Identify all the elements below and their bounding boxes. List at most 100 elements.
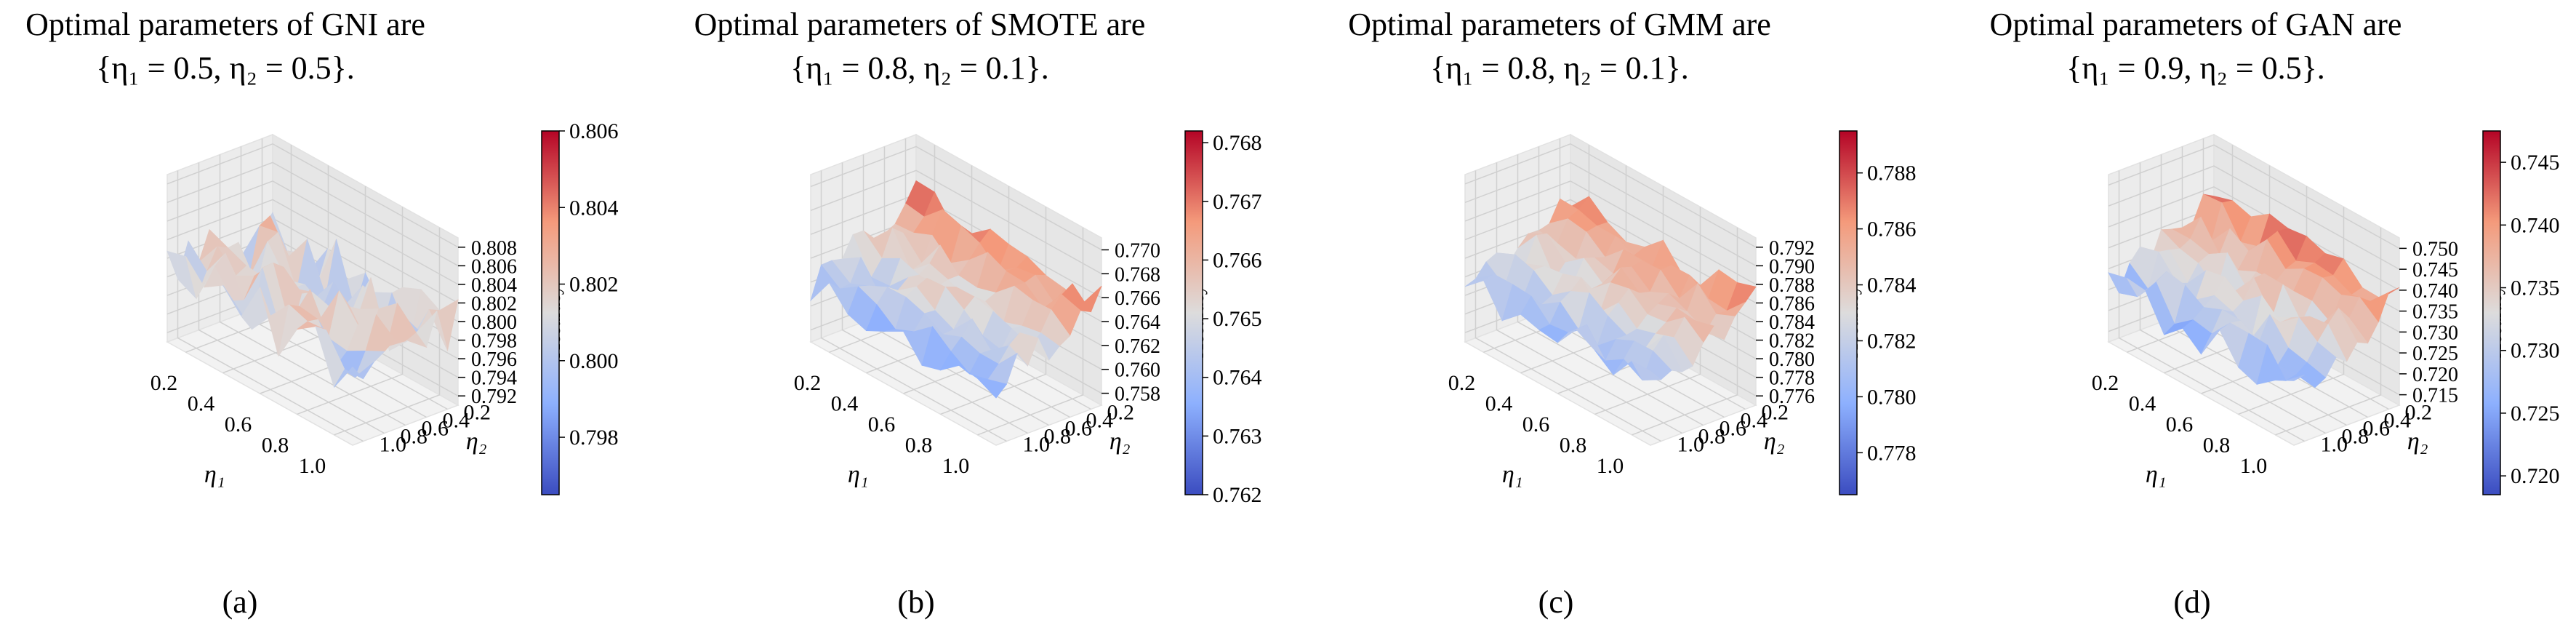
colorbar-tick-label: 0.778 bbox=[1867, 441, 1917, 465]
colorbar-tick-label: 0.735 bbox=[2511, 276, 2560, 300]
colorbar-tick-label: 0.784 bbox=[1867, 274, 1917, 298]
x-tick-label: 0.2 bbox=[151, 371, 178, 395]
chart-title-line2: {η₁ = 0.8, η₂ = 0.1}. bbox=[790, 50, 1049, 86]
colorbar-tick-label: 0.804 bbox=[569, 196, 619, 220]
colorbar-tick-label: 0.802 bbox=[569, 273, 619, 297]
surface-patch bbox=[976, 378, 1008, 399]
colorbar-tick-label: 0.800 bbox=[569, 349, 619, 373]
colorbar-tick-label: 0.782 bbox=[1867, 329, 1917, 353]
colorbar-tick-label: 0.806 bbox=[569, 119, 619, 143]
colorbar-tick-label: 0.788 bbox=[1867, 162, 1917, 186]
chart-panel-c: Optimal parameters of GMM are {η₁ = 0.8, … bbox=[1348, 7, 1916, 620]
grid-line-y bbox=[2139, 162, 2326, 434]
z-tick-label: 0.786 bbox=[1769, 292, 1815, 315]
z-tick-label: 0.808 bbox=[471, 237, 517, 260]
y-tick-label: 0.2 bbox=[2405, 401, 2433, 425]
x-tick-label: 0.6 bbox=[1522, 412, 1550, 436]
y-tick-label: 0.4 bbox=[2384, 409, 2412, 433]
colorbar-tick-label: 0.766 bbox=[1213, 248, 1262, 272]
chart-title-line1: Optimal parameters of GNI are bbox=[25, 7, 425, 42]
grid-line-y bbox=[198, 162, 385, 434]
chart-panel-a: Optimal parameters of GNI are {η₁ = 0.5, … bbox=[25, 7, 618, 620]
z-tick-label: 0.745 bbox=[2412, 259, 2458, 282]
z-tick-label: 0.760 bbox=[1115, 359, 1160, 382]
x-tick-label: 0.6 bbox=[868, 412, 896, 436]
y-tick-label: 0.2 bbox=[1762, 401, 1789, 425]
z-tick-label: 0.792 bbox=[471, 386, 517, 408]
z-tick-label: 0.778 bbox=[1769, 367, 1815, 390]
y-tick-label: 0.8 bbox=[2342, 425, 2370, 449]
grid-line-x bbox=[2275, 227, 2382, 436]
colorbar-tick-label: 0.764 bbox=[1213, 366, 1262, 390]
z-tick-label: 0.770 bbox=[1115, 239, 1160, 262]
chart-caption: (b) bbox=[897, 584, 934, 620]
z-tick-label: 0.796 bbox=[471, 348, 517, 371]
grid-line-z bbox=[1464, 199, 1757, 304]
z-tick-label: 0.800 bbox=[471, 311, 517, 334]
grid-line-x bbox=[977, 227, 1084, 436]
y-tick-label: 1.0 bbox=[380, 433, 407, 457]
grid-line-z bbox=[166, 162, 459, 266]
grid-line-z bbox=[2108, 165, 2400, 270]
z-tick-label: 0.776 bbox=[1769, 386, 1815, 408]
grid-line-x bbox=[940, 207, 1047, 415]
chart-title-line2: {η₁ = 0.9, η₂ = 0.5}. bbox=[2066, 50, 2325, 86]
surface bbox=[810, 180, 1102, 399]
x-tick-label: 0.2 bbox=[794, 371, 822, 395]
z-tick-label: 0.782 bbox=[1769, 330, 1815, 353]
colorbar-gradient bbox=[1184, 130, 1203, 495]
x-tick-label: 0.8 bbox=[2203, 433, 2231, 457]
y-tick-label: 0.8 bbox=[1044, 425, 1072, 449]
z-tick-label: 0.798 bbox=[471, 330, 517, 353]
x-tick-label: 0.4 bbox=[188, 392, 215, 416]
x-tick-label: 1.0 bbox=[2240, 454, 2268, 478]
y-tick-label: 1.0 bbox=[1023, 433, 1051, 457]
y-tick-label: 0.6 bbox=[1720, 417, 1747, 441]
y-tick-label: 0.4 bbox=[1086, 409, 1114, 433]
x-tick-label: 0.6 bbox=[225, 412, 252, 436]
colorbar-tick-label: 0.786 bbox=[1867, 218, 1917, 242]
surface bbox=[166, 212, 459, 388]
surface-patch bbox=[2275, 375, 2305, 381]
z-tick-label: 0.750 bbox=[2412, 238, 2458, 260]
colorbar-tick-label: 0.765 bbox=[1213, 307, 1262, 331]
z-tick-label: 0.794 bbox=[471, 367, 517, 390]
tick-labels: 0.20.40.60.81.00.20.40.60.81.00.7920.794… bbox=[151, 237, 517, 478]
x-tick-label: 0.2 bbox=[1448, 371, 1476, 395]
grid-line-x bbox=[297, 207, 404, 415]
grid-line-z bbox=[1464, 162, 1757, 266]
grid-line-y bbox=[841, 162, 1028, 434]
y-tick-label: 0.6 bbox=[1065, 417, 1093, 441]
z-tick-label: 0.740 bbox=[2412, 280, 2458, 303]
z-tick-label: 0.762 bbox=[1115, 335, 1160, 358]
grid-line-y bbox=[1474, 170, 1661, 442]
surface-patch bbox=[1631, 360, 1662, 380]
colorbar-tick-label: 0.763 bbox=[1213, 424, 1262, 448]
grid-line-z bbox=[1464, 180, 1757, 285]
grid-line-y bbox=[2118, 170, 2305, 442]
chart-caption: (c) bbox=[1538, 584, 1574, 620]
z-tick-label: 0.768 bbox=[1115, 263, 1160, 286]
z-tick-label: 0.790 bbox=[1769, 255, 1815, 278]
y-axis-label: η₂ bbox=[1764, 428, 1785, 455]
grid-line-z bbox=[166, 199, 459, 304]
grid-line-y bbox=[1496, 162, 1682, 434]
colorbar: 0.720 0.725 0.730 0.735 0.740 0.745 bbox=[2482, 130, 2560, 495]
z-tick-label: 0.792 bbox=[1769, 237, 1815, 260]
grid-line-x bbox=[334, 227, 441, 436]
grid-line-y bbox=[219, 154, 406, 426]
tick-labels: 0.20.40.60.81.00.20.40.60.81.00.7580.760… bbox=[794, 239, 1160, 477]
chart-caption: (d) bbox=[2173, 584, 2210, 620]
x-tick-label: 0.8 bbox=[905, 433, 933, 457]
grid-line-z bbox=[2108, 144, 2400, 250]
grid-line-z bbox=[1464, 143, 1757, 248]
grid-line-z bbox=[2108, 186, 2400, 291]
grid-line-z bbox=[166, 143, 459, 248]
chart-title-line2: {η₁ = 0.5, η₂ = 0.5}. bbox=[96, 50, 355, 86]
surface-patch bbox=[334, 366, 364, 388]
y-tick-label: 0.4 bbox=[1741, 409, 1768, 433]
z-tick-label: 0.720 bbox=[2412, 364, 2458, 386]
z-tick-label: 0.715 bbox=[2412, 385, 2458, 407]
colorbar-tick-label: 0.768 bbox=[1213, 131, 1262, 155]
